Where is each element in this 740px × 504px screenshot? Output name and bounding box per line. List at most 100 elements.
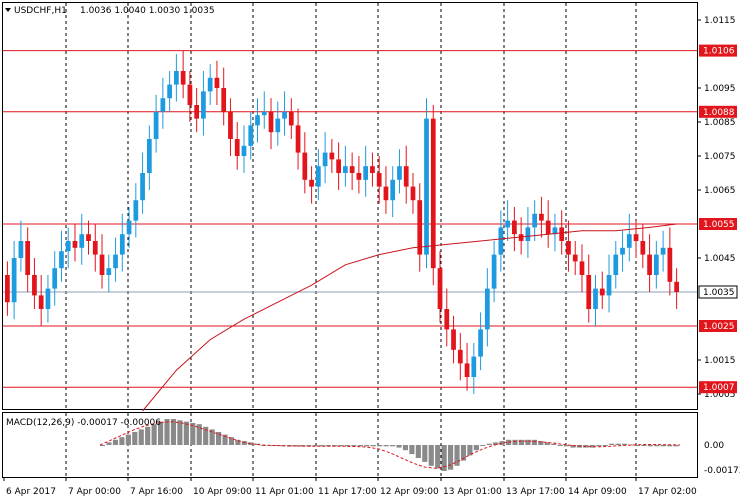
candle-body [437, 268, 443, 309]
macd-hist-bar [125, 434, 131, 445]
candle-body [133, 200, 139, 221]
price-axis: 1.0115 1.0095 1.0085 1.0075 1.0065 1.0045 1.00… [697, 16, 736, 400]
macd-hist-bar [274, 445, 280, 447]
macd-hist-bar [564, 445, 570, 447]
macd-hist-bar [338, 445, 344, 447]
candle [187, 71, 193, 122]
macd-hist-bar [518, 439, 525, 445]
candle [410, 173, 416, 214]
macd-hist-bar [512, 439, 518, 445]
macd-hist-bar [428, 445, 434, 466]
macd-hist-bar [557, 445, 563, 446]
macd-hist-bar [390, 445, 396, 447]
candle [606, 254, 612, 313]
macd-hist-bar [357, 445, 363, 447]
macd-hist-bar [589, 445, 595, 448]
candle [234, 122, 240, 170]
macd-hist-bar [480, 445, 486, 446]
x-tick-label: 7 Apr 16:00 [130, 487, 183, 497]
candle-body [11, 258, 17, 303]
x-tick-label: 11 Apr 17:00 [318, 487, 377, 497]
chevron-down-icon[interactable] [5, 8, 11, 12]
candle-body [457, 349, 463, 364]
candle [417, 183, 423, 272]
y-tick-label: 1.0015 [704, 356, 736, 366]
candle [322, 132, 328, 184]
candle [153, 94, 159, 153]
macd-tick-zero: 0.00 [704, 441, 724, 451]
x-tick-label: 14 Apr 09:00 [568, 487, 627, 497]
macd-hist-bar [190, 422, 196, 445]
macd-tick-min: -0.00173 [704, 466, 740, 476]
x-tick-label: 13 Apr 17:00 [506, 487, 565, 497]
candle [457, 332, 463, 381]
candle [140, 152, 145, 214]
macd-hist-bar [531, 439, 537, 445]
candle-body [539, 213, 544, 221]
candle [464, 343, 470, 391]
candle-body [633, 234, 639, 241]
candle [572, 241, 578, 275]
candle [471, 343, 477, 394]
candle [18, 220, 24, 272]
y-tick-label: 1.0005 [704, 390, 736, 400]
candle [329, 139, 335, 173]
candle [248, 111, 254, 160]
candle [356, 156, 362, 194]
candle [552, 213, 558, 252]
macd-hist-bar [615, 443, 621, 445]
candle [653, 241, 659, 289]
candle-body [640, 241, 646, 255]
candle [113, 237, 118, 282]
level-tag-bg [699, 381, 737, 394]
macd-hist-bar [634, 445, 641, 446]
candle-body [99, 254, 105, 275]
macd-hist-bar [415, 445, 421, 458]
ma-line [142, 223, 677, 412]
y-tick-label: 1.0045 [704, 254, 736, 264]
macd-hist-bar [667, 445, 673, 447]
candle-body [248, 125, 254, 146]
x-tick-label: 17 Apr 02:00 [638, 487, 697, 497]
candle [579, 244, 585, 292]
candle [349, 152, 355, 190]
macd-hist-bar [660, 445, 666, 447]
candle-body [410, 186, 416, 201]
macd-hist-bar [325, 445, 331, 447]
candle [566, 220, 571, 272]
candle-body [59, 251, 64, 269]
candle-body [532, 213, 538, 228]
candle [647, 234, 652, 292]
candle-body [593, 288, 598, 309]
macd-hist-bar [493, 442, 499, 445]
candle-body [261, 111, 267, 116]
candle-body [356, 173, 362, 180]
candle [403, 145, 409, 204]
candle [194, 88, 200, 133]
macd-hist-bar [609, 443, 615, 445]
macd-hist-bar [177, 420, 183, 445]
candle-body [38, 295, 44, 309]
macd-hist-bar [332, 445, 338, 447]
candle [167, 71, 172, 112]
candle-body [626, 234, 632, 248]
macd-hist-bar [383, 445, 389, 447]
current-price-tag-bg [698, 285, 738, 299]
candle-body [322, 152, 328, 167]
horizontal-levels [3, 50, 697, 388]
candle [545, 200, 551, 248]
candle-body [315, 166, 321, 187]
macd-hist-bar [235, 439, 241, 445]
candle-body [329, 152, 335, 160]
candle-body [187, 84, 193, 105]
candle [133, 183, 139, 238]
candle [626, 213, 632, 262]
candlesticks [5, 50, 679, 394]
level-tag-bg [699, 320, 737, 332]
candle [424, 98, 429, 269]
candle [99, 234, 105, 289]
candle-body [383, 186, 389, 201]
y-tick-label: 1.0065 [704, 186, 736, 196]
candle [363, 145, 369, 197]
candle-body [586, 275, 592, 309]
